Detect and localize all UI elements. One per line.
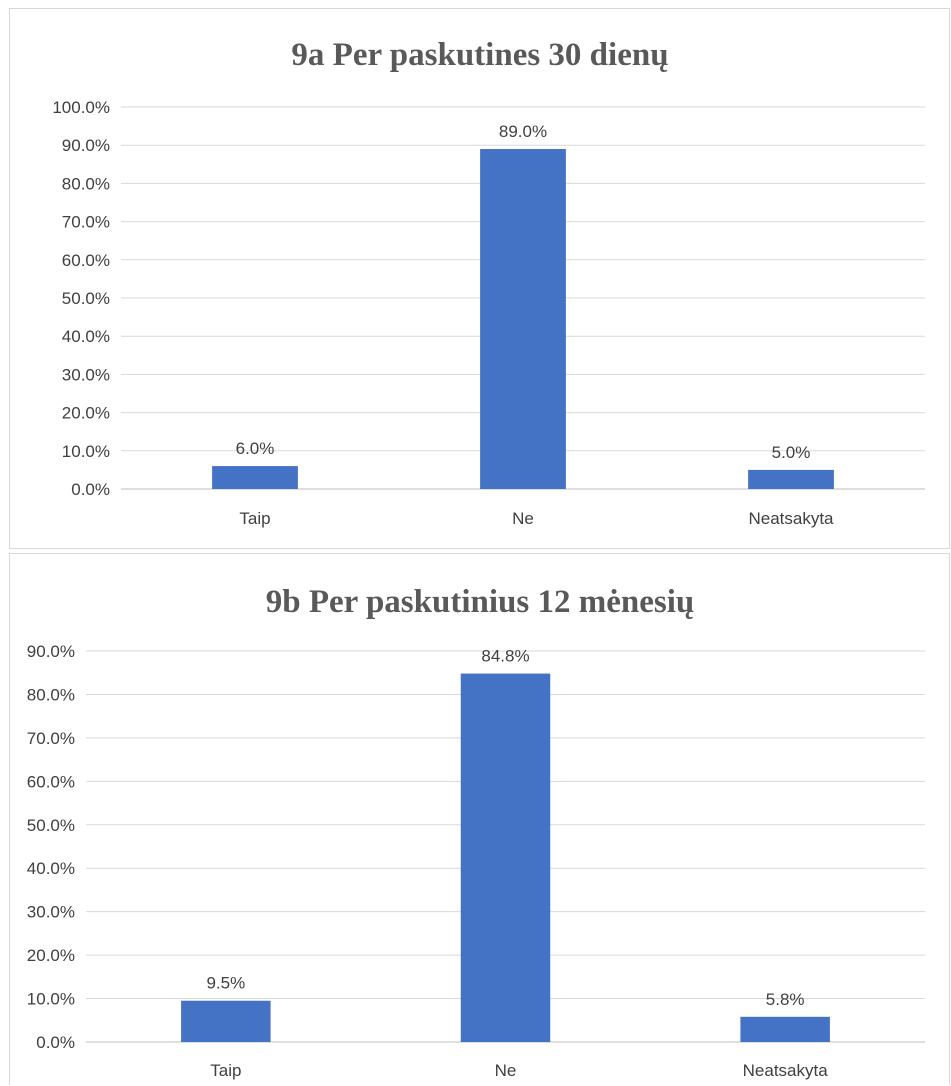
bar: [181, 1000, 271, 1042]
chart-panel-9b: 9b Per paskutinius 12 mėnesių 0.0% 10.0% 2…: [9, 553, 950, 1085]
y-tick-label: 90.0%: [62, 136, 110, 155]
bars: 9.5% 84.8% 5.8%: [181, 647, 830, 1042]
data-label: 5.0%: [772, 443, 811, 462]
y-tick-label: 30.0%: [27, 903, 75, 922]
category-labels: Taip Ne Neatsakyta: [210, 1061, 828, 1080]
y-tick-label: 70.0%: [62, 213, 110, 232]
chart-title: 9b Per paskutinius 12 mėnesių: [266, 584, 694, 620]
bar: [740, 1016, 830, 1042]
bar: [480, 149, 566, 489]
y-tick-label: 60.0%: [62, 251, 110, 270]
bar: [748, 469, 834, 489]
y-tick-label: 100.0%: [52, 98, 110, 117]
y-tick-label: 50.0%: [27, 816, 75, 835]
y-tick-label: 20.0%: [27, 946, 75, 965]
y-tick-labels: 0.0% 10.0% 20.0% 30.0% 40.0% 50.0% 60.0% 70.0% 8…: [52, 98, 110, 499]
category-label: Ne: [512, 509, 534, 528]
y-tick-label: 10.0%: [27, 990, 75, 1009]
data-label: 9.5%: [206, 974, 245, 993]
data-label: 89.0%: [499, 122, 547, 141]
y-tick-label: 50.0%: [62, 289, 110, 308]
category-label: Neatsakyta: [748, 509, 834, 528]
y-tick-label: 60.0%: [27, 772, 75, 791]
category-label: Taip: [239, 509, 270, 528]
data-label: 6.0%: [236, 439, 275, 458]
y-tick-label: 0.0%: [36, 1033, 75, 1052]
y-tick-label: 80.0%: [27, 685, 75, 704]
y-tick-label: 70.0%: [27, 729, 75, 748]
chart-9b: 9b Per paskutinius 12 mėnesių 0.0% 10.0% 2…: [27, 584, 925, 1080]
y-tick-label: 40.0%: [27, 859, 75, 878]
y-tick-label: 90.0%: [27, 642, 75, 661]
bar: [212, 466, 298, 489]
chart-panel-9a: 9a Per paskutines 30 dienų 0.0% 10.0% 20.0…: [9, 8, 950, 549]
data-label: 84.8%: [481, 647, 529, 666]
y-tick-label: 30.0%: [62, 365, 110, 384]
category-label: Taip: [210, 1061, 241, 1080]
y-tick-label: 40.0%: [62, 327, 110, 346]
y-tick-label: 10.0%: [62, 442, 110, 461]
category-label: Ne: [495, 1061, 517, 1080]
y-tick-label: 80.0%: [62, 174, 110, 193]
data-label: 5.8%: [766, 990, 805, 1009]
y-tick-label: 0.0%: [71, 480, 110, 499]
chart-9a: 9a Per paskutines 30 dienų 0.0% 10.0% 20.0…: [52, 37, 925, 528]
category-labels: Taip Ne Neatsakyta: [239, 509, 834, 528]
bars: 6.0% 89.0% 5.0%: [212, 122, 834, 489]
chart-title: 9a Per paskutines 30 dienų: [291, 37, 668, 73]
y-tick-labels: 0.0% 10.0% 20.0% 30.0% 40.0% 50.0% 60.0% 70.0% 8…: [27, 642, 75, 1052]
category-label: Neatsakyta: [743, 1061, 829, 1080]
bar: [460, 673, 551, 1042]
y-tick-label: 20.0%: [62, 404, 110, 423]
